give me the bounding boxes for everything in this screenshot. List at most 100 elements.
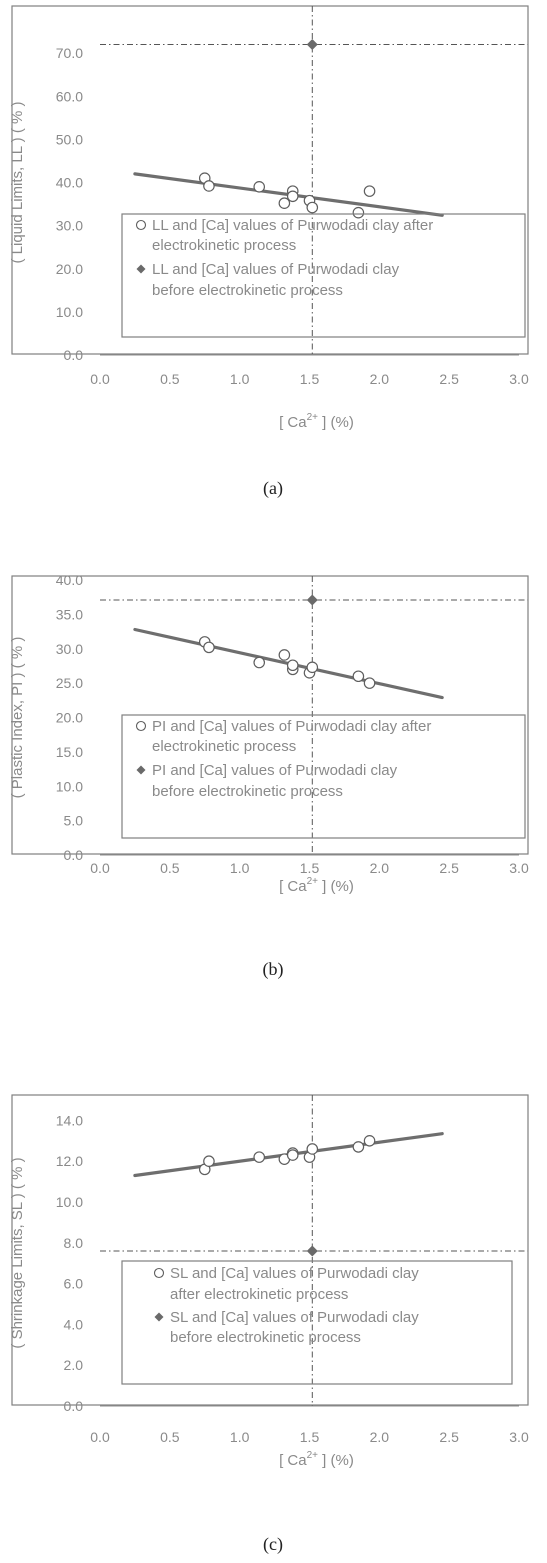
x-tick-label: 2.0 — [370, 371, 390, 387]
y-tick-label: 70.0 — [56, 45, 83, 61]
x-axis-label: [ Ca2+ ] (%) — [279, 412, 354, 431]
data-point-before — [306, 1245, 318, 1257]
x-tick-label: 1.5 — [300, 371, 320, 387]
y-axis-label: ( Plastic Index, PI ) ( % ) — [9, 637, 26, 799]
data-point-after — [278, 649, 291, 661]
x-tick-label: 1.5 — [300, 1429, 320, 1445]
y-tick-label: 14.0 — [56, 1112, 83, 1128]
x-tick-label: 2.5 — [439, 860, 459, 876]
y-tick-label: 20.0 — [56, 261, 83, 277]
y-tick-label: 0.0 — [64, 1398, 84, 1414]
legend-label: after electrokinetic process — [170, 1286, 348, 1303]
legend: PI and [Ca] values of Purwodadi clay aft… — [121, 714, 526, 839]
legend: SL and [Ca] values of Purwodadi clay afte… — [121, 1260, 513, 1385]
chart-panel-1: 0.0 10.0 20.0 30.0 40.0 50.0 60.0 70.0 0.0 0.5 1.0… — [9, 5, 529, 499]
legend-label: before electrokinetic process — [152, 282, 343, 299]
y-tick-label: 30.0 — [56, 218, 83, 234]
panel-caption: (c) — [263, 1534, 283, 1555]
legend-box — [121, 213, 526, 338]
y-tick-label: 0.0 — [64, 847, 84, 863]
data-point-after — [352, 206, 365, 219]
legend: LL and [Ca] values of Purwodadi clay aft… — [121, 213, 526, 338]
y-tick-label: 10.0 — [56, 778, 83, 794]
legend-marker-before — [136, 765, 146, 775]
x-tick-label: 1.0 — [230, 1429, 250, 1445]
y-tick-label: 50.0 — [56, 131, 83, 147]
legend-label: LL and [Ca] values of Purwodadi clay — [152, 261, 400, 278]
y-tick-label: 15.0 — [56, 744, 83, 760]
data-point-after — [363, 677, 376, 689]
y-axis-label: ( Liquid Limits, LL ) ( % ) — [9, 102, 26, 264]
legend-box — [121, 714, 526, 839]
x-tick-label: 2.5 — [439, 371, 459, 387]
y-axis-label: ( Shrinkage Limits, SL ) ( % ) — [9, 1157, 26, 1348]
legend-marker-after — [135, 720, 147, 732]
y-tick-label: 25.0 — [56, 675, 83, 691]
data-point-after — [306, 661, 319, 674]
data-point-after — [363, 185, 376, 197]
legend-marker-after — [153, 1267, 165, 1279]
y-tick-label: 60.0 — [56, 88, 83, 104]
data-point-after — [278, 197, 291, 209]
x-tick-label: 0.5 — [160, 860, 180, 876]
data-point-after — [203, 641, 215, 654]
y-tick-label: 2.0 — [64, 1357, 84, 1373]
data-point-after — [203, 1155, 215, 1167]
y-tick-label: 35.0 — [56, 606, 83, 622]
x-tick-label: 1.0 — [230, 860, 250, 876]
x-tick-label: 3.0 — [509, 860, 529, 876]
data-point-after — [306, 1143, 319, 1155]
y-tick-label: 30.0 — [56, 641, 83, 657]
legend-box — [121, 1260, 513, 1385]
data-point-after — [306, 201, 319, 214]
data-point-after — [352, 670, 365, 683]
y-tick-label: 8.0 — [64, 1235, 84, 1251]
legend-marker-before — [136, 264, 146, 274]
legend-label: before electrokinetic process — [152, 783, 343, 800]
data-point-before — [306, 594, 318, 606]
panel-caption: (a) — [263, 478, 283, 499]
data-point-after — [286, 659, 299, 672]
x-tick-label: 0.0 — [90, 1429, 110, 1445]
y-tick-label: 6.0 — [64, 1276, 84, 1292]
x-tick-label: 0.0 — [90, 371, 110, 387]
legend-marker-before — [154, 1312, 164, 1322]
y-tick-label: 0.0 — [64, 347, 84, 363]
legend-label: electrokinetic process — [152, 738, 296, 755]
y-tick-label: 40.0 — [56, 572, 83, 588]
legend-label: LL and [Ca] values of Purwodadi clay aft… — [152, 217, 433, 234]
legend-label: electrokinetic process — [152, 237, 296, 254]
y-tick-label: 10.0 — [56, 304, 83, 320]
data-point-after — [253, 181, 266, 193]
x-tick-label: 1.5 — [300, 860, 320, 876]
chart-panel-3: 0.0 2.0 4.0 6.0 8.0 10.0 12.0 14.0 0.0 0.5 1.0 1.5 2… — [9, 1094, 529, 1555]
data-point-after — [363, 1135, 376, 1147]
data-point-before — [306, 39, 318, 50]
x-axis-label: [ Ca2+ ] (%) — [279, 1450, 354, 1469]
data-point-after — [253, 1151, 266, 1163]
x-axis-label: [ Ca2+ ] (%) — [279, 876, 354, 895]
chart-frame — [11, 575, 529, 855]
x-tick-label: 0.5 — [160, 371, 180, 387]
legend-label: PI and [Ca] values of Purwodadi clay — [152, 762, 398, 779]
y-tick-label: 5.0 — [64, 813, 84, 829]
legend-label: SL and [Ca] values of Purwodadi clay — [170, 1265, 419, 1282]
data-point-after — [352, 1141, 365, 1153]
x-tick-label: 3.0 — [509, 1429, 529, 1445]
x-tick-label: 2.0 — [370, 1429, 390, 1445]
data-point-after — [286, 1149, 299, 1161]
chart-frame — [11, 1094, 529, 1406]
panel-caption: (b) — [263, 959, 284, 980]
data-point-after — [203, 180, 215, 192]
legend-label: PI and [Ca] values of Purwodadi clay aft… — [152, 718, 431, 735]
y-tick-label: 4.0 — [64, 1316, 84, 1332]
data-point-after — [286, 190, 299, 203]
legend-marker-after — [135, 219, 147, 231]
x-tick-label: 0.5 — [160, 1429, 180, 1445]
legend-label: SL and [Ca] values of Purwodadi clay — [170, 1309, 419, 1326]
y-tick-label: 10.0 — [56, 1194, 83, 1210]
x-tick-label: 2.0 — [370, 860, 390, 876]
x-tick-label: 2.5 — [439, 1429, 459, 1445]
x-tick-label: 1.0 — [230, 371, 250, 387]
y-tick-label: 12.0 — [56, 1153, 83, 1169]
